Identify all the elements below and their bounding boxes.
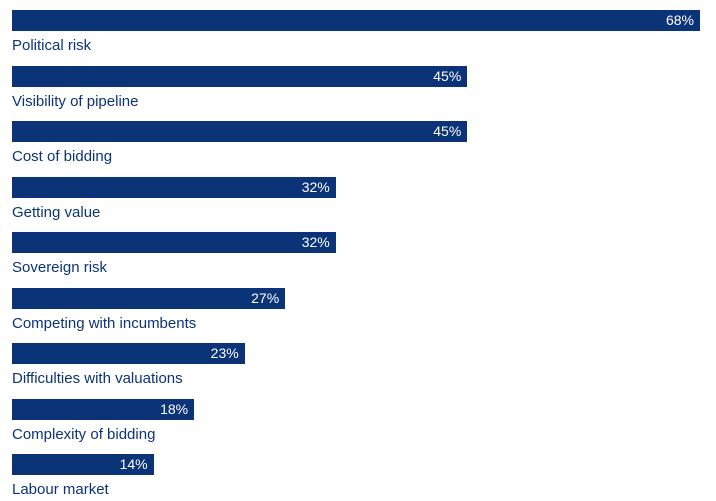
bar: 68% bbox=[12, 10, 700, 31]
category-label: Sovereign risk bbox=[12, 259, 108, 276]
category-label: Political risk bbox=[12, 37, 92, 54]
bar-row: 18% Complexity of bidding bbox=[12, 398, 712, 445]
bar: 32% bbox=[12, 176, 336, 198]
bar: 23% bbox=[12, 343, 245, 364]
bar-value-label: 68% bbox=[665, 12, 694, 28]
bar-row: 45% Visibility of pipeline bbox=[12, 65, 712, 112]
category-label: Visibility of pipeline bbox=[12, 92, 139, 110]
bar-row: 23% Difficulties with valuations bbox=[12, 343, 712, 389]
category-label: Cost of bidding bbox=[12, 148, 113, 165]
bar-value-label: 32% bbox=[301, 234, 330, 250]
bar-value-label: 45% bbox=[433, 123, 462, 139]
bar: 45% bbox=[12, 121, 468, 142]
bar-value-label: 14% bbox=[119, 456, 148, 472]
bar-row: 68% Political risk bbox=[12, 10, 712, 56]
bar: 45% bbox=[12, 65, 468, 87]
bar-value-label: 27% bbox=[251, 289, 280, 306]
bar: 14% bbox=[12, 454, 154, 475]
category-label: Labour market bbox=[12, 481, 109, 498]
category-label: Getting value bbox=[12, 203, 101, 221]
category-label: Complexity of bidding bbox=[12, 425, 156, 443]
bar-row: 27% Competing with incumbents bbox=[12, 287, 712, 334]
category-label: Difficulties with valuations bbox=[12, 370, 183, 387]
bar-value-label: 32% bbox=[301, 178, 330, 195]
bar-row: 32% Getting value bbox=[12, 176, 712, 223]
bar-row: 45% Cost of bidding bbox=[12, 121, 712, 167]
bar-value-label: 18% bbox=[160, 400, 189, 417]
bar-value-label: 45% bbox=[433, 67, 462, 84]
bar: 32% bbox=[12, 232, 336, 253]
bar-value-label: 23% bbox=[210, 345, 239, 361]
bar-row: 32% Sovereign risk bbox=[12, 232, 712, 278]
bar: 18% bbox=[12, 398, 195, 420]
category-label: Competing with incumbents bbox=[12, 314, 197, 332]
bar: 27% bbox=[12, 287, 286, 309]
bar-row: 14% Labour market bbox=[12, 454, 712, 500]
